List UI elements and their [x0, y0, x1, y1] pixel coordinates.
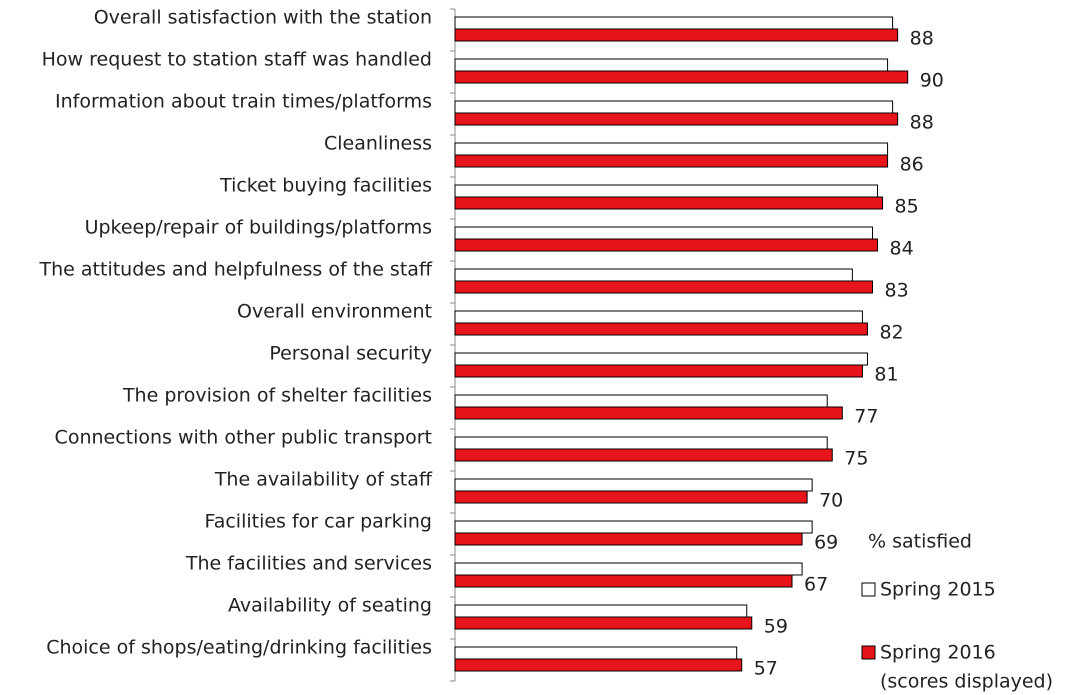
- category-label: The attitudes and helpfulness of the sta…: [39, 259, 433, 281]
- value-label: 88: [910, 28, 934, 50]
- bar: [454, 100, 894, 114]
- value-label: 86: [900, 154, 924, 176]
- bar: [454, 352, 868, 366]
- value-label: 67: [804, 574, 828, 596]
- bar: [454, 646, 738, 660]
- bar: [454, 322, 868, 336]
- value-label: 84: [890, 238, 914, 260]
- legend-note: (scores displayed): [880, 671, 1053, 693]
- bar: [454, 436, 828, 450]
- bar: [454, 268, 853, 282]
- bar: [454, 574, 793, 588]
- bar: [454, 142, 889, 156]
- category-label: Connections with other public transport: [55, 427, 432, 449]
- bar: [454, 604, 748, 618]
- bar: [454, 448, 833, 462]
- bar: [454, 226, 873, 240]
- legend-swatch: [861, 645, 876, 660]
- bar: [454, 58, 889, 72]
- bar: [454, 532, 803, 546]
- category-label: Overall environment: [237, 301, 432, 323]
- bar: [454, 16, 894, 30]
- category-label: The availability of staff: [214, 469, 433, 491]
- bar: [454, 658, 743, 672]
- category-label: Upkeep/repair of buildings/platforms: [85, 217, 432, 239]
- value-label: 59: [764, 616, 788, 638]
- bar: [454, 490, 808, 504]
- category-label: The provision of shelter facilities: [122, 385, 432, 407]
- bar: [454, 616, 753, 630]
- value-label: 85: [895, 196, 919, 218]
- bar: [454, 196, 884, 210]
- bar: [454, 28, 899, 42]
- value-label: 81: [874, 364, 898, 386]
- bar: [454, 112, 899, 126]
- bar: [454, 184, 879, 198]
- bar: [454, 364, 863, 378]
- bar: [454, 478, 813, 492]
- legend-title: % satisfied: [868, 531, 972, 553]
- bar: [454, 394, 828, 408]
- category-label: Ticket buying facilities: [219, 175, 432, 197]
- category-label: Availability of seating: [228, 595, 432, 617]
- category-label: How request to station staff was handled: [42, 49, 432, 71]
- value-label: 90: [920, 70, 944, 92]
- value-label: 82: [879, 322, 903, 344]
- category-label: Choice of shops/eating/drinking faciliti…: [46, 637, 432, 659]
- bar: [454, 70, 909, 84]
- value-label: 88: [910, 112, 934, 134]
- category-label: Information about train times/platforms: [55, 91, 432, 113]
- category-label: Personal security: [269, 343, 432, 365]
- category-label: Facilities for car parking: [205, 511, 432, 533]
- value-label: 83: [884, 280, 908, 302]
- bar: [454, 154, 889, 168]
- category-label: Overall satisfaction with the station: [94, 7, 432, 29]
- value-label: 70: [819, 490, 843, 512]
- value-label: 57: [754, 658, 778, 680]
- bar: [454, 406, 843, 420]
- bar: [454, 562, 803, 576]
- category-label: The facilities and services: [185, 553, 432, 575]
- legend-label: Spring 2015: [880, 579, 996, 601]
- value-label: 69: [814, 532, 838, 554]
- bar: [454, 280, 873, 294]
- category-label: Cleanliness: [324, 133, 432, 155]
- legend-label: Spring 2016: [880, 642, 996, 664]
- value-label: 75: [844, 448, 868, 470]
- bar: [454, 238, 879, 252]
- legend-swatch: [861, 582, 876, 597]
- value-label: 77: [854, 406, 878, 428]
- bar: [454, 310, 863, 324]
- bar: [454, 520, 813, 534]
